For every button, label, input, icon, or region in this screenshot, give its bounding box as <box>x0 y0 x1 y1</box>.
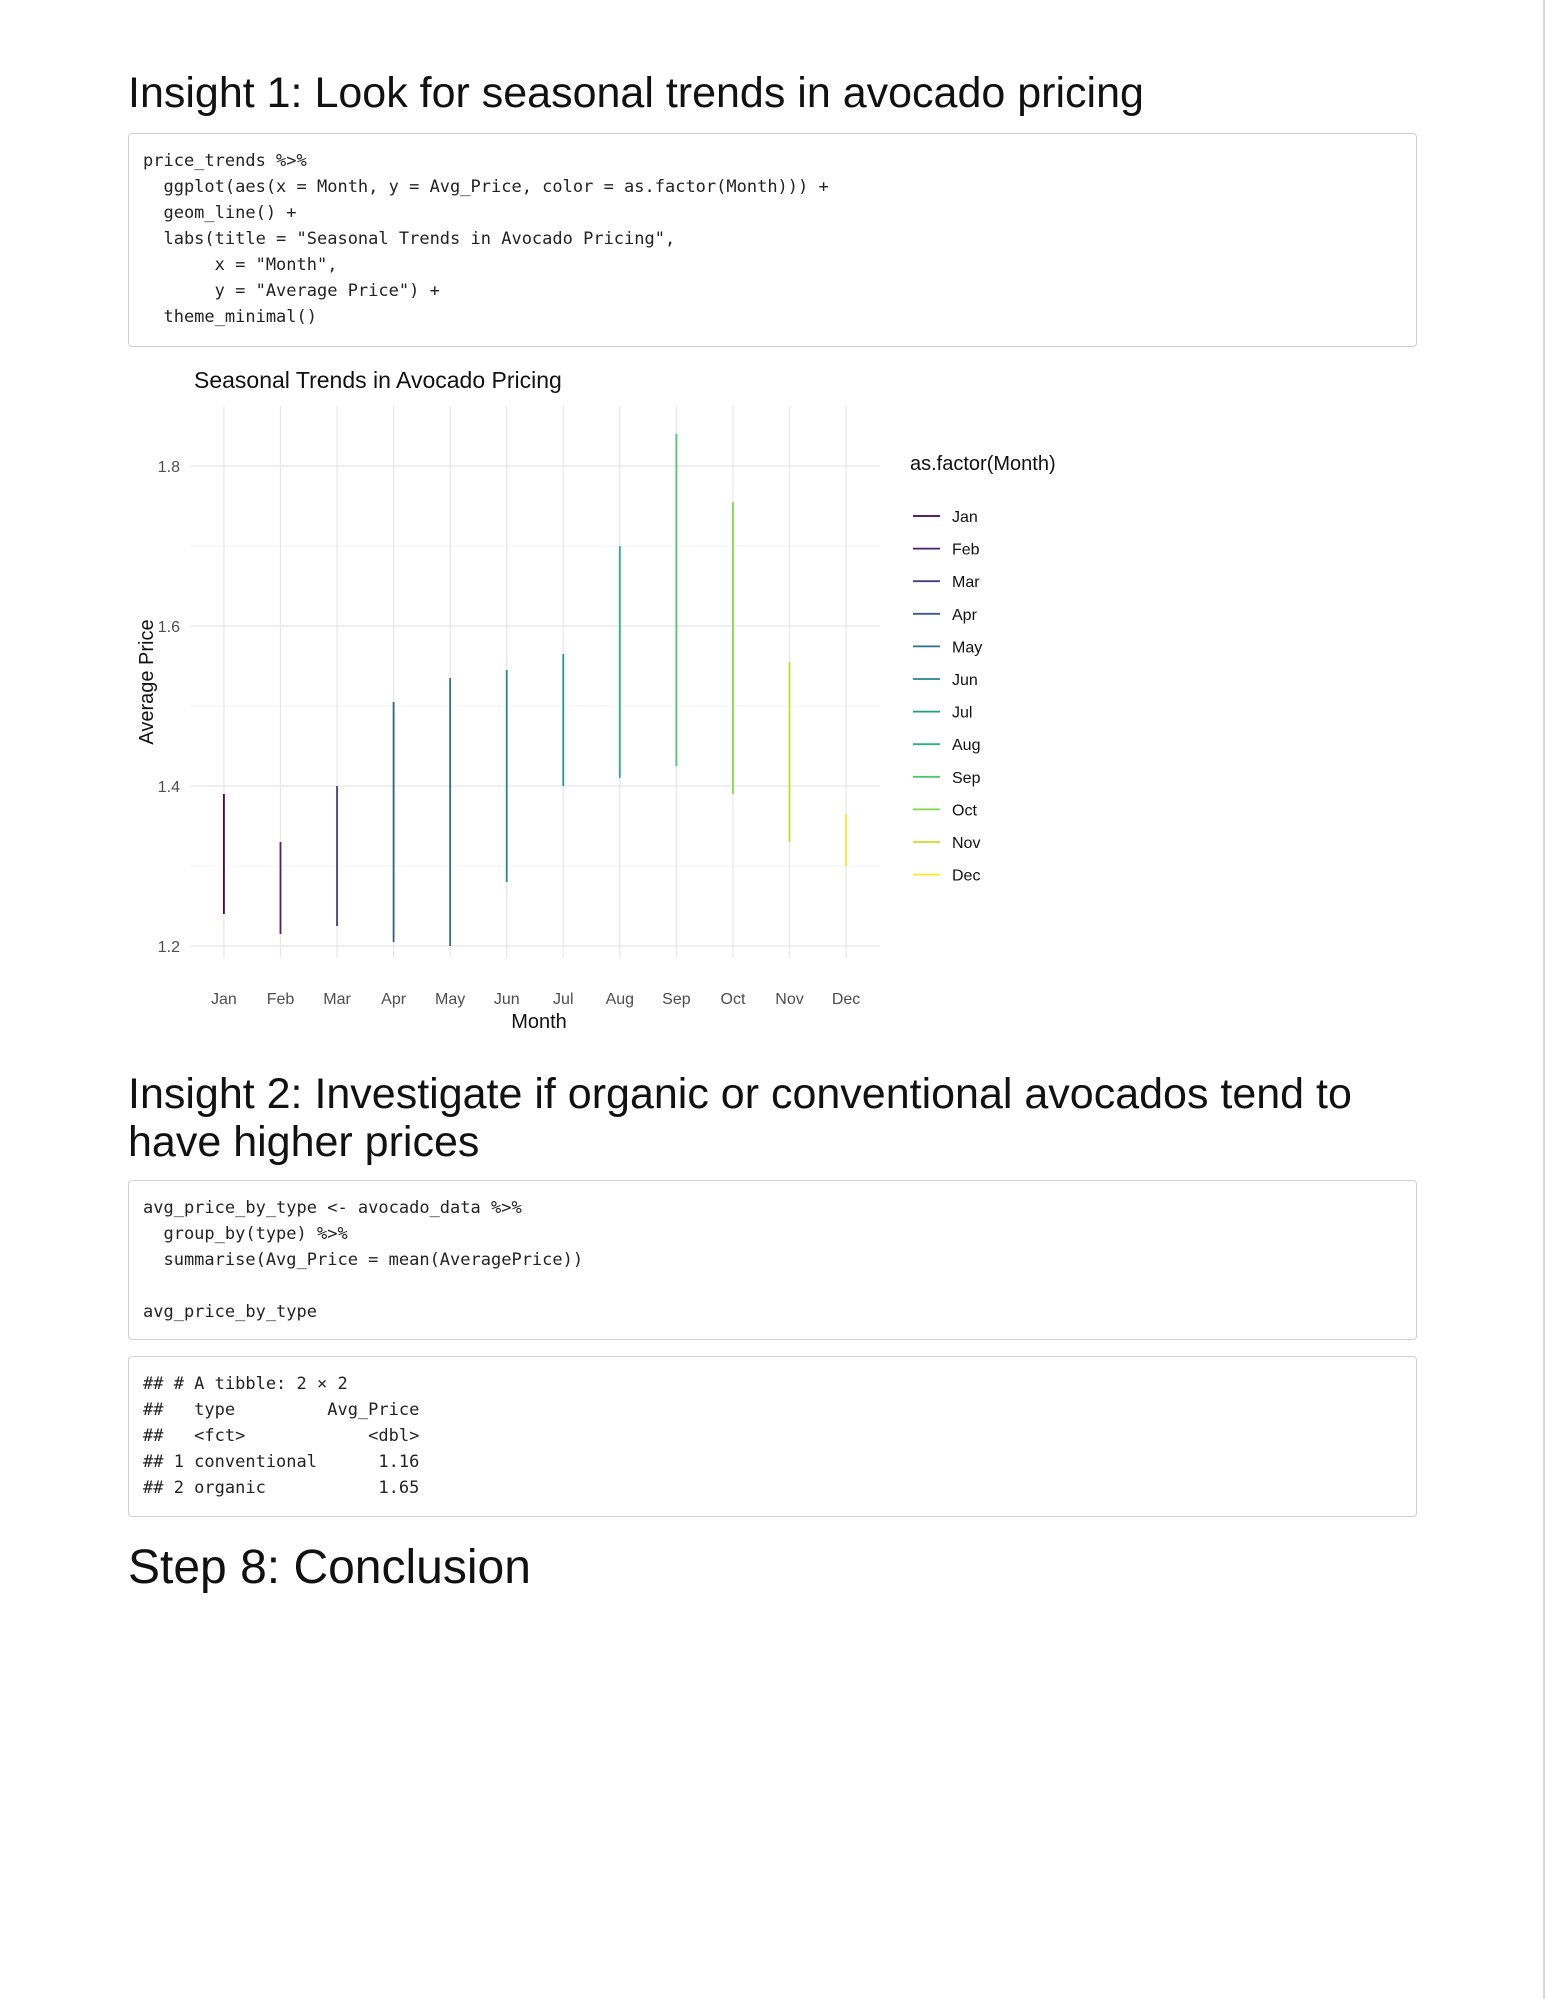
type-code-text: avg_price_by_type <- avocado_data %>% gr… <box>143 1198 584 1322</box>
x-tick-label: Dec <box>832 991 860 1008</box>
type-output-text: ## # A tibble: 2 × 2 ## type Avg_Price #… <box>143 1374 420 1498</box>
type-code-block: avg_price_by_type <- avocado_data %>% gr… <box>128 1180 1417 1340</box>
legend-label: Feb <box>952 542 980 559</box>
legend-label: Nov <box>952 835 980 852</box>
seasonal-trends-chart: 1.2 1.4 1.6 1.8 Jan Feb Mar Apr May Jun Jul Aug Sep O… <box>128 358 1128 1038</box>
plot-code-text: price_trends %>% ggplot(aes(x = Month, y… <box>143 151 829 327</box>
legend-label: Dec <box>952 868 980 885</box>
legend-title: as.factor(Month) <box>910 453 1056 475</box>
chart-title: Seasonal Trends in Avocado Pricing <box>194 367 562 393</box>
x-tick-label: Feb <box>267 991 295 1008</box>
legend-label: Jul <box>952 705 972 722</box>
x-tick-label: Apr <box>381 991 407 1008</box>
legend-label: Jan <box>952 509 978 526</box>
y-tick-label: 1.8 <box>158 459 180 476</box>
x-tick-label: Sep <box>662 991 691 1008</box>
y-tick-label: 1.2 <box>158 939 180 956</box>
x-tick-label: May <box>435 991 465 1008</box>
legend-label: Aug <box>952 737 980 754</box>
legend-label: Mar <box>952 574 980 591</box>
page-edge <box>1543 0 1545 1999</box>
y-axis-label: Average Price <box>136 619 158 744</box>
legend-label: Jun <box>952 672 978 689</box>
x-tick-label: Nov <box>775 991 803 1008</box>
legend-label: May <box>952 639 982 656</box>
insight2-heading: Insight 2: Investigate if organic or con… <box>128 1070 1352 1167</box>
insight1-heading: Insight 1: Look for seasonal trends in a… <box>128 69 1144 117</box>
legend-label: Sep <box>952 770 981 787</box>
type-output-block: ## # A tibble: 2 × 2 ## type Avg_Price #… <box>128 1356 1417 1517</box>
x-tick-label: Mar <box>323 991 351 1008</box>
x-tick-label: Jun <box>494 991 520 1008</box>
legend-label: Oct <box>952 802 977 819</box>
x-axis-label: Month <box>511 1011 567 1033</box>
x-tick-label: Aug <box>606 991 634 1008</box>
chart-svg: 1.2 1.4 1.6 1.8 Jan Feb Mar Apr May Jun Jul Aug Sep O… <box>136 367 1056 1033</box>
x-tick-label: Oct <box>721 991 746 1008</box>
plot-code-block: price_trends %>% ggplot(aes(x = Month, y… <box>128 133 1417 347</box>
step8-heading: Step 8: Conclusion <box>128 1541 531 1594</box>
x-tick-label: Jul <box>553 991 573 1008</box>
y-tick-label: 1.4 <box>158 779 180 796</box>
legend-label: Apr <box>952 607 978 624</box>
y-tick-label: 1.6 <box>158 619 180 636</box>
x-tick-label: Jan <box>211 991 237 1008</box>
